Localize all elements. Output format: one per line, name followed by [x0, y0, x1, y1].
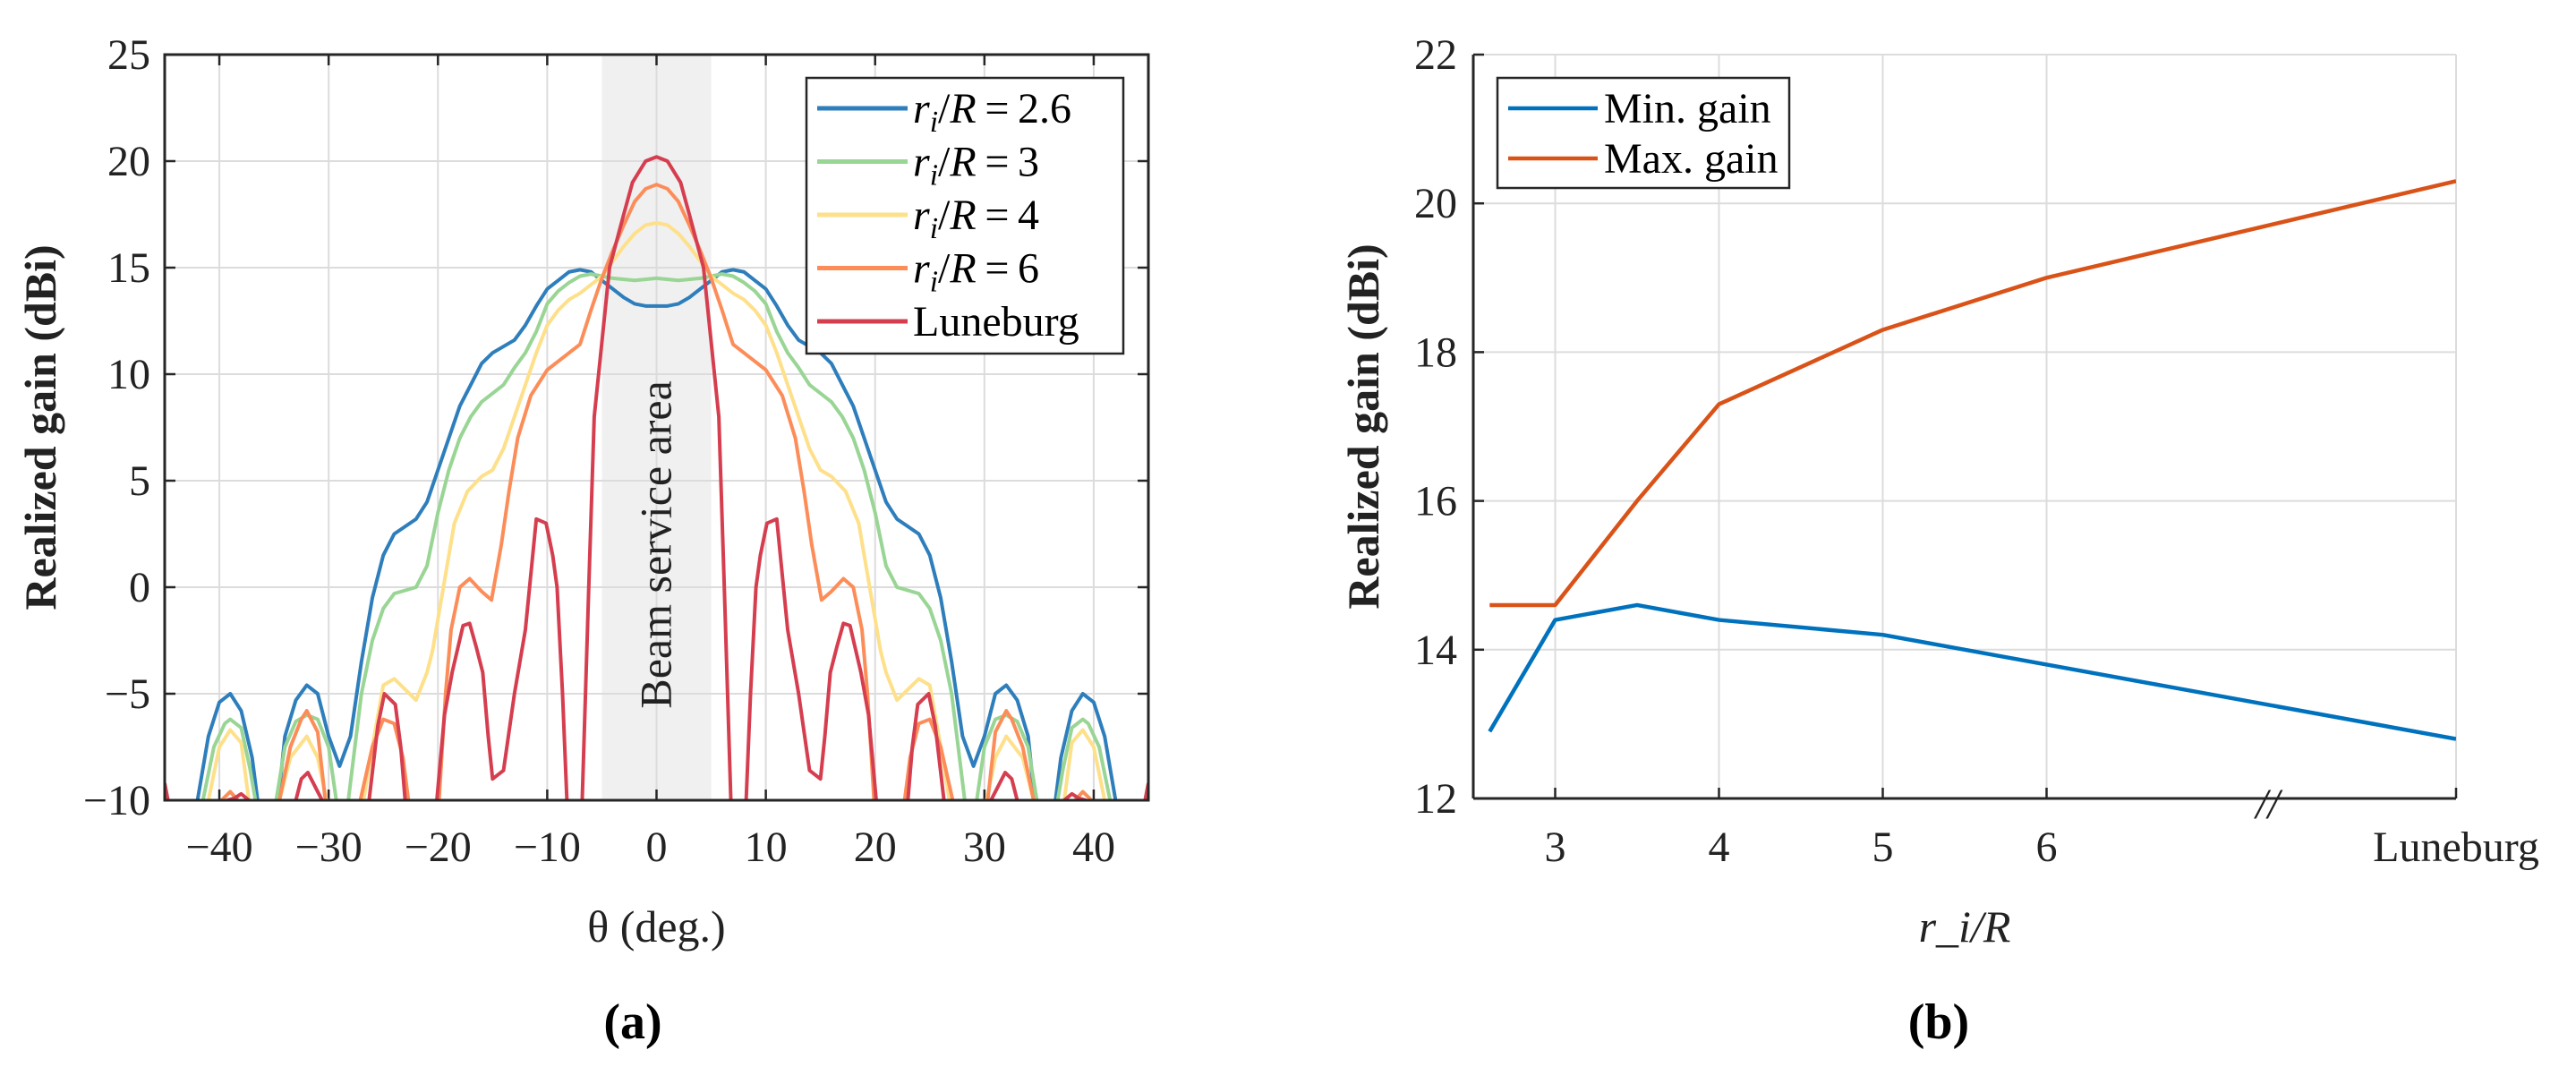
legend-label: ri/R = 4	[913, 192, 1039, 245]
series-line-2	[1062, 728, 1107, 800]
y-tick-label: 15	[107, 244, 150, 292]
series-line-1	[1055, 717, 1113, 800]
y-tick-label: 10	[107, 351, 150, 398]
series-line-3	[985, 709, 1036, 800]
axis-break-mark: //	[2253, 781, 2282, 828]
x-tick-label: 3	[1545, 824, 1566, 871]
y-tick-label: 22	[1414, 31, 1457, 79]
y-tick-label: 14	[1414, 627, 1457, 674]
chart-b: 3 4 5 6 Luneburg 12 14 16 18 20 22 // Min. gainMax. …	[1338, 31, 2539, 1050]
x-axis-label: θ (deg.)	[587, 901, 725, 952]
legend-label: ri/R = 2.6	[913, 85, 1071, 139]
series-line-0	[1053, 692, 1118, 800]
legend-label: Max. gain	[1604, 135, 1778, 183]
series-line-0	[1488, 602, 2456, 741]
legend-label: Min. gain	[1604, 85, 1771, 132]
x-tick-label: −20	[405, 824, 472, 871]
y-tick-label: 25	[107, 31, 150, 79]
y-tick-label: −5	[105, 670, 150, 718]
series-line-1	[274, 713, 338, 800]
legend-box	[1496, 76, 1791, 190]
series-line-1	[200, 717, 258, 800]
series-line-4	[744, 516, 878, 800]
series-line-0	[277, 268, 1036, 800]
x-tick-label: 40	[1072, 824, 1115, 871]
series-line-1	[1489, 179, 2456, 608]
x-tick-label: 4	[1709, 824, 1730, 871]
legend-label: ri/R = 6	[913, 245, 1039, 299]
series-line-4	[580, 155, 733, 800]
y-tick-label: 20	[1414, 180, 1457, 227]
panel-label-a: (a)	[603, 994, 661, 1050]
series-line-1	[346, 272, 967, 800]
legend-label: ri/R = 3	[913, 139, 1039, 192]
series-line-4	[294, 771, 324, 800]
series-line-1	[975, 713, 1039, 800]
y-tick-label: 18	[1414, 329, 1457, 376]
series-group	[165, 155, 1148, 800]
series-line-3	[277, 709, 328, 800]
series-line-4	[906, 692, 946, 800]
x-tick-label: 5	[1872, 824, 1894, 871]
series-group	[1488, 179, 2456, 741]
legend: ri/R = 2.6ri/R = 3ri/R = 4ri/R = 6Lunebu…	[805, 76, 1125, 355]
y-tick-label: −10	[83, 777, 150, 824]
x-axis-label: r_i/R	[1919, 901, 2011, 952]
x-tick-label: −40	[186, 824, 253, 871]
y-tick-label: 16	[1414, 478, 1457, 525]
y-tick-label: 0	[129, 564, 150, 611]
x-tick-label: Luneburg	[2373, 824, 2539, 871]
series-line-2	[206, 728, 252, 800]
chart-a: −40 −30 −20 −10 0 10 20 30 40 −10 −5 0 5 10 15 20 25 Beam…	[15, 31, 1150, 1050]
axes-box	[163, 53, 1150, 802]
x-tick-label: 6	[2036, 824, 2058, 871]
x-tick-label: 30	[963, 824, 1006, 871]
series-line-3	[437, 183, 876, 800]
x-tick-label: 0	[646, 824, 668, 871]
y-tick-label: 12	[1414, 775, 1457, 823]
panel-label-b: (b)	[1908, 994, 1969, 1050]
x-tick-label: −30	[295, 824, 363, 871]
y-tick-label: 20	[107, 138, 150, 185]
beam-service-area-label: Beam service area	[631, 380, 681, 708]
x-tick-label: 20	[854, 824, 897, 871]
x-tick-label: 10	[745, 824, 788, 871]
y-axis-label: Realized gain (dBi)	[1338, 243, 1388, 609]
y-axis-label: Realized gain (dBi)	[15, 244, 65, 610]
y-tick-label: 5	[129, 457, 150, 505]
series-line-0	[195, 692, 260, 800]
x-tick-label: −10	[514, 824, 581, 871]
series-line-4	[989, 771, 1019, 800]
series-line-4	[435, 516, 569, 800]
series-line-4	[367, 692, 407, 800]
legend-label: Luneburg	[913, 298, 1079, 346]
series-line-2	[362, 221, 951, 800]
